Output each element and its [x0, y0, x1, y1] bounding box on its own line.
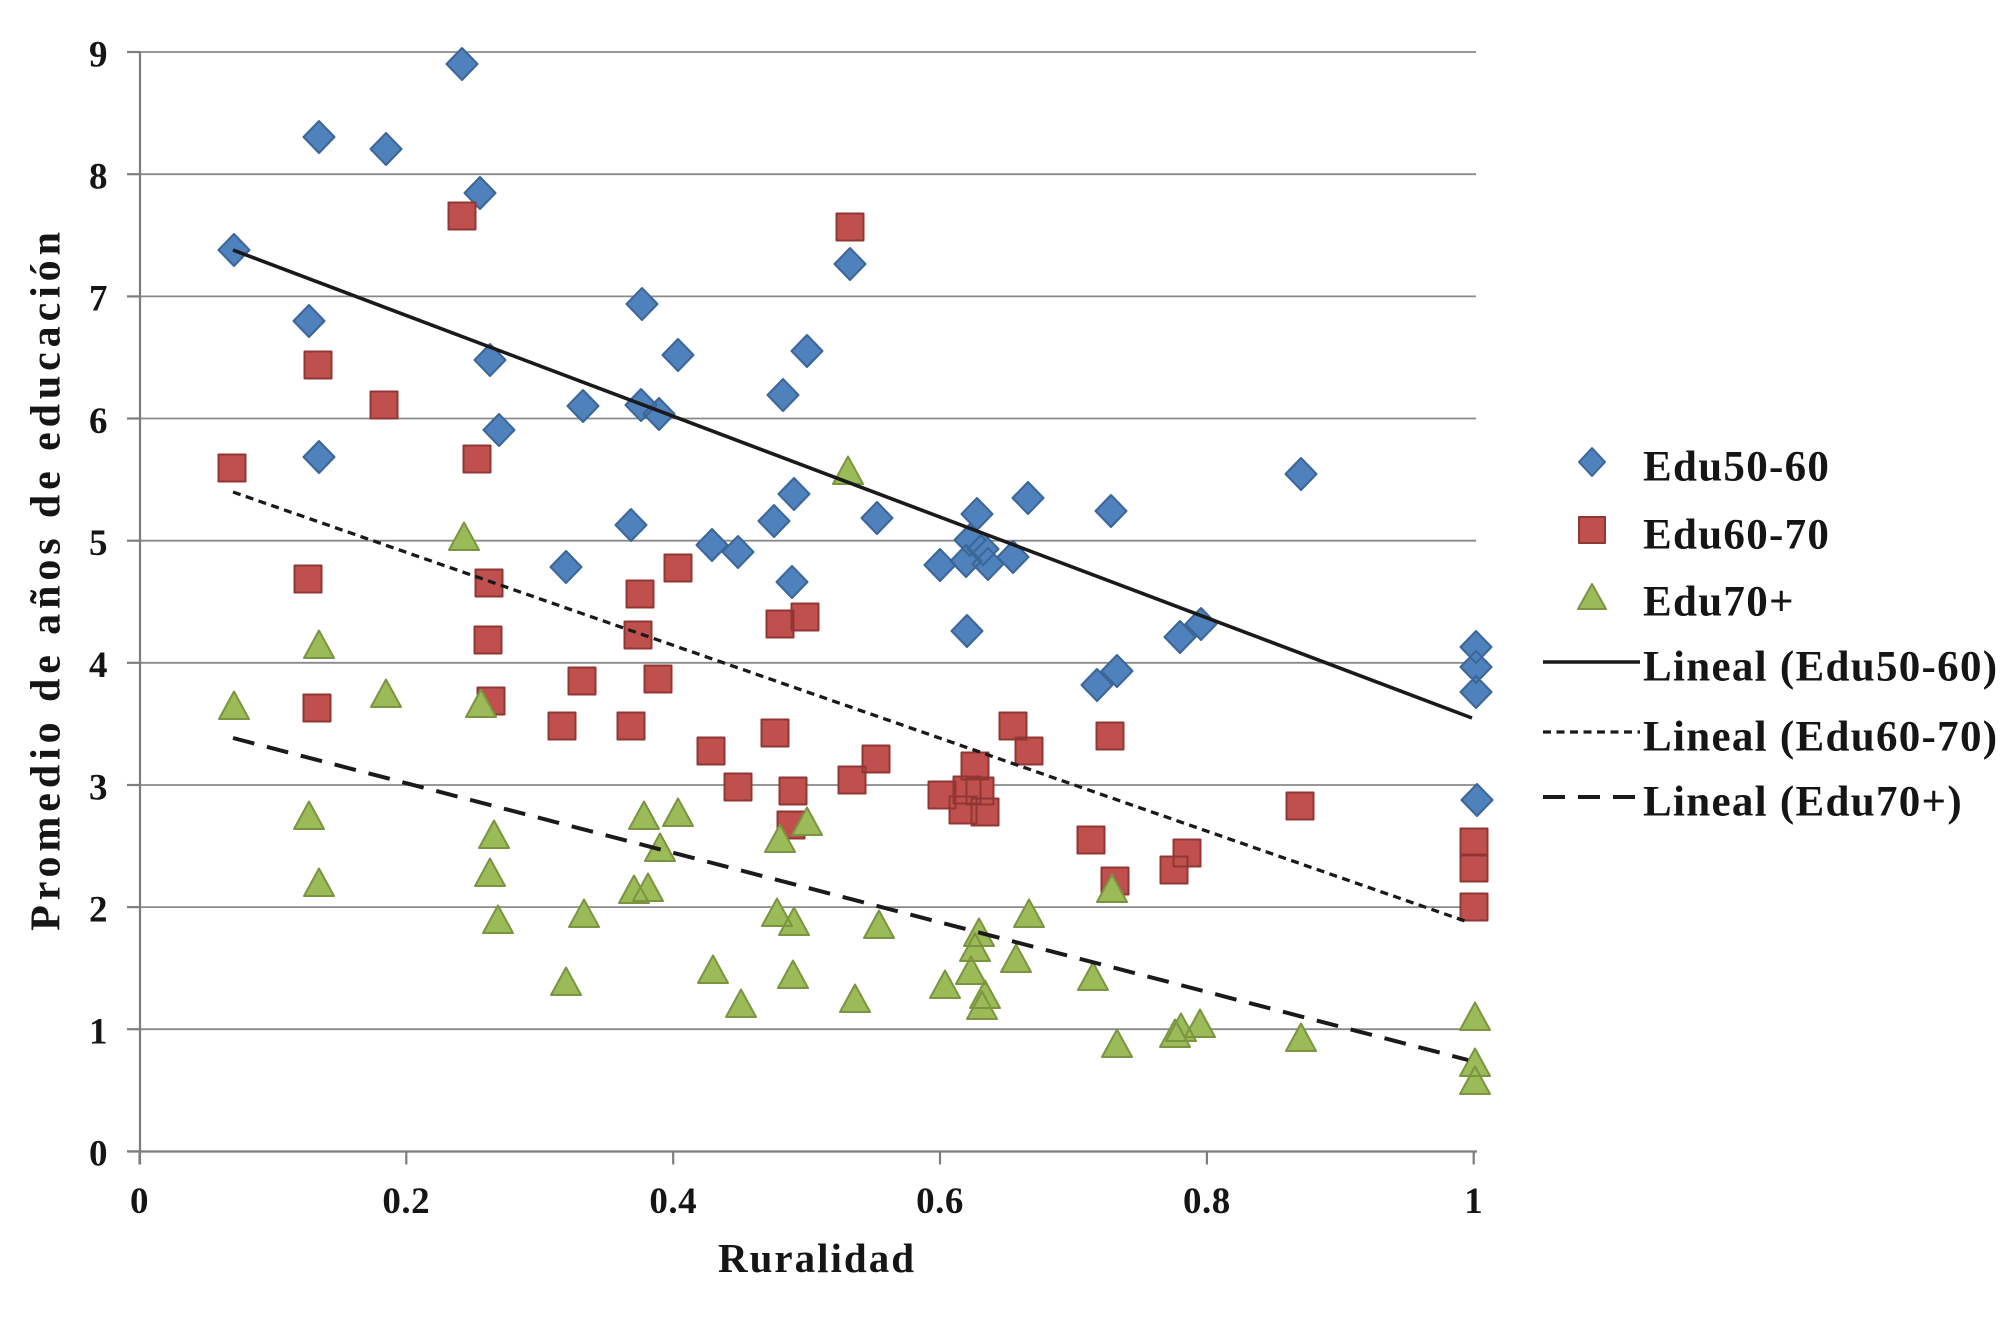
svg-text:Lineal (Edu70+): Lineal (Edu70+) [1643, 779, 1963, 826]
svg-text:Ruralidad: Ruralidad [718, 1235, 916, 1281]
svg-text:7: 7 [89, 279, 108, 320]
svg-text:4: 4 [89, 645, 108, 686]
svg-text:0.4: 0.4 [649, 1181, 697, 1222]
svg-text:Edu70+: Edu70+ [1643, 579, 1795, 626]
svg-text:5: 5 [89, 523, 108, 564]
svg-text:0.2: 0.2 [382, 1181, 430, 1222]
svg-text:Lineal (Edu50-60): Lineal (Edu50-60) [1643, 644, 1998, 691]
svg-text:0: 0 [89, 1134, 108, 1175]
svg-text:Edu60-70: Edu60-70 [1643, 512, 1830, 559]
svg-text:1: 1 [1464, 1181, 1483, 1222]
svg-text:9: 9 [89, 34, 108, 75]
svg-text:Edu50-60: Edu50-60 [1643, 444, 1830, 491]
svg-text:0: 0 [130, 1181, 149, 1222]
svg-text:0.6: 0.6 [916, 1181, 964, 1222]
svg-text:6: 6 [89, 401, 108, 442]
svg-text:1: 1 [89, 1012, 108, 1053]
svg-text:2: 2 [89, 889, 108, 930]
svg-text:Promedio de años de educación: Promedio de años de educación [24, 227, 70, 931]
svg-text:0.8: 0.8 [1183, 1181, 1231, 1222]
svg-text:Lineal (Edu60-70): Lineal (Edu60-70) [1643, 714, 1998, 761]
svg-text:3: 3 [89, 767, 108, 808]
svg-text:8: 8 [89, 157, 108, 198]
